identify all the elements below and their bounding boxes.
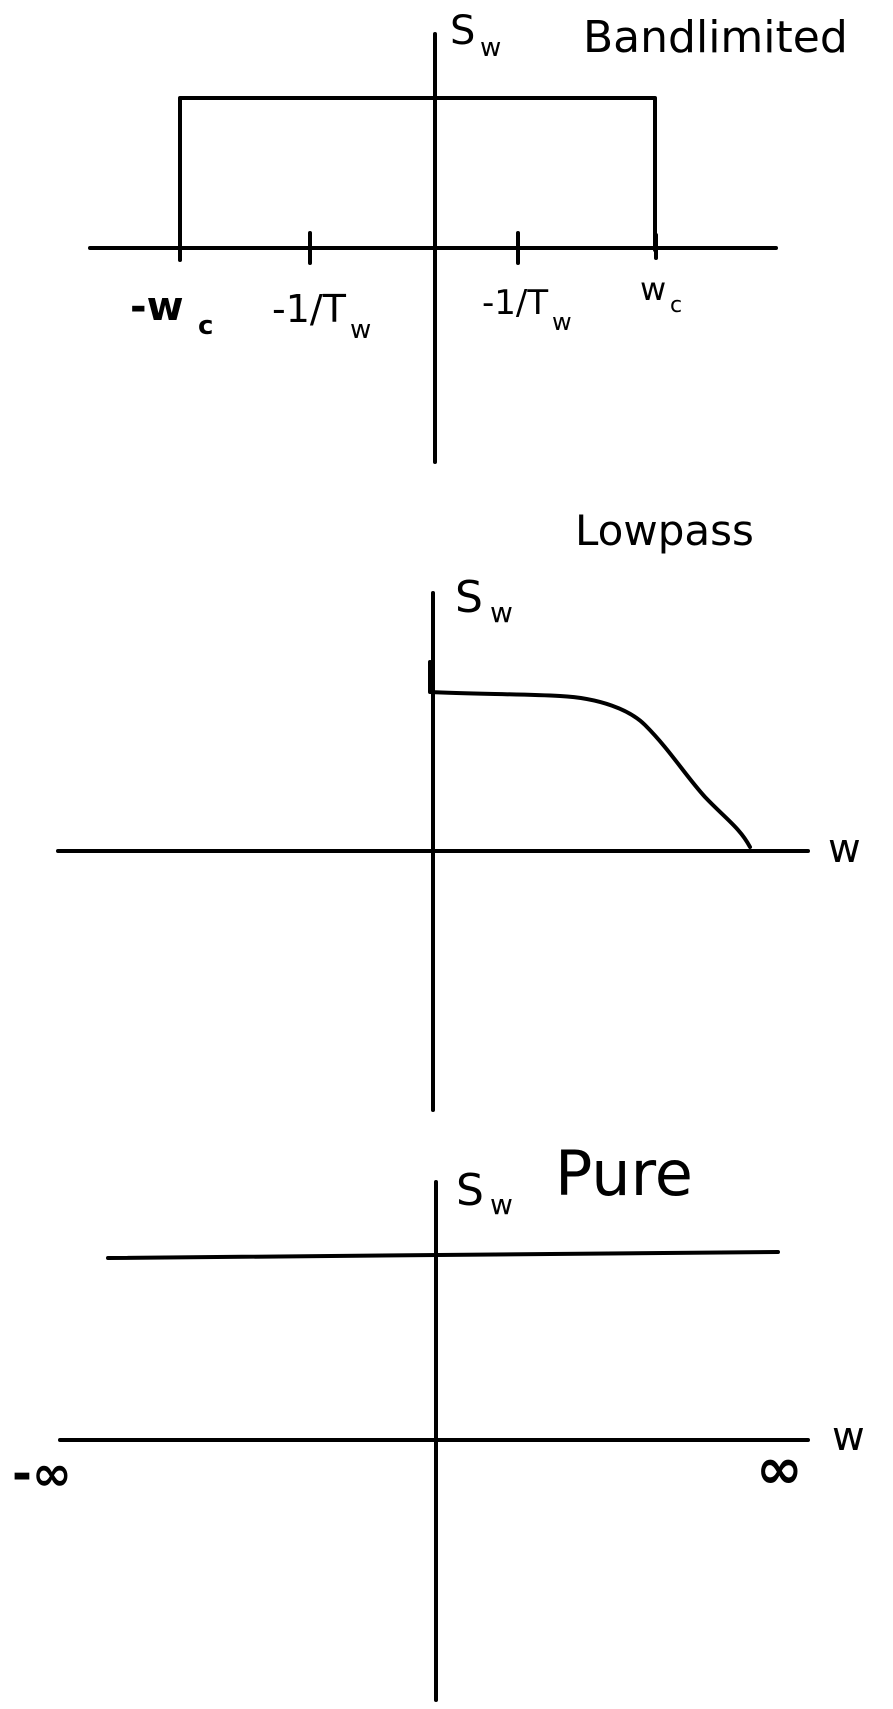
lowpass-title: Lowpass — [575, 506, 754, 555]
panel-pure: S w Pure w -∞ ∞ — [12, 1137, 865, 1702]
tick-label-neg-1-over-tw-right-sub: w — [552, 308, 572, 336]
lowpass-spectrum-curve — [428, 660, 752, 849]
tick-label-neg-wc: -w — [130, 284, 184, 330]
panel-bandlimited: S w Bandlimited -w c -1/T w -1/T w w c — [88, 8, 848, 464]
lowpass-y-label: S — [455, 572, 483, 623]
lowpass-x-label: w — [828, 826, 861, 872]
panel-lowpass: S w Lowpass w — [56, 506, 861, 1112]
tick-label-wc: w — [640, 270, 666, 308]
bandlimited-y-label-sub: w — [480, 33, 501, 63]
pure-spectrum-line — [106, 1250, 780, 1260]
pure-y-label: S — [456, 1165, 484, 1216]
pure-y-label-sub: w — [490, 1188, 513, 1221]
bandlimited-y-label: S — [450, 8, 475, 54]
bandlimited-title: Bandlimited — [583, 12, 848, 63]
bandlimited-spectrum-curve — [178, 96, 657, 252]
pure-x-label: w — [832, 1414, 865, 1460]
tick-label-neg-1-over-tw-left: -1/T — [272, 287, 347, 331]
pure-pos-infinity-label: ∞ — [756, 1437, 803, 1502]
pure-neg-infinity-label: -∞ — [12, 1446, 72, 1502]
lowpass-y-label-sub: w — [490, 596, 513, 629]
tick-label-neg-1-over-tw-right: -1/T — [482, 283, 548, 323]
pure-title: Pure — [555, 1137, 693, 1210]
tick-label-wc-sub: c — [670, 293, 682, 318]
tick-label-neg-1-over-tw-left-sub: w — [350, 315, 371, 345]
tick-label-neg-wc-sub: c — [198, 311, 213, 341]
